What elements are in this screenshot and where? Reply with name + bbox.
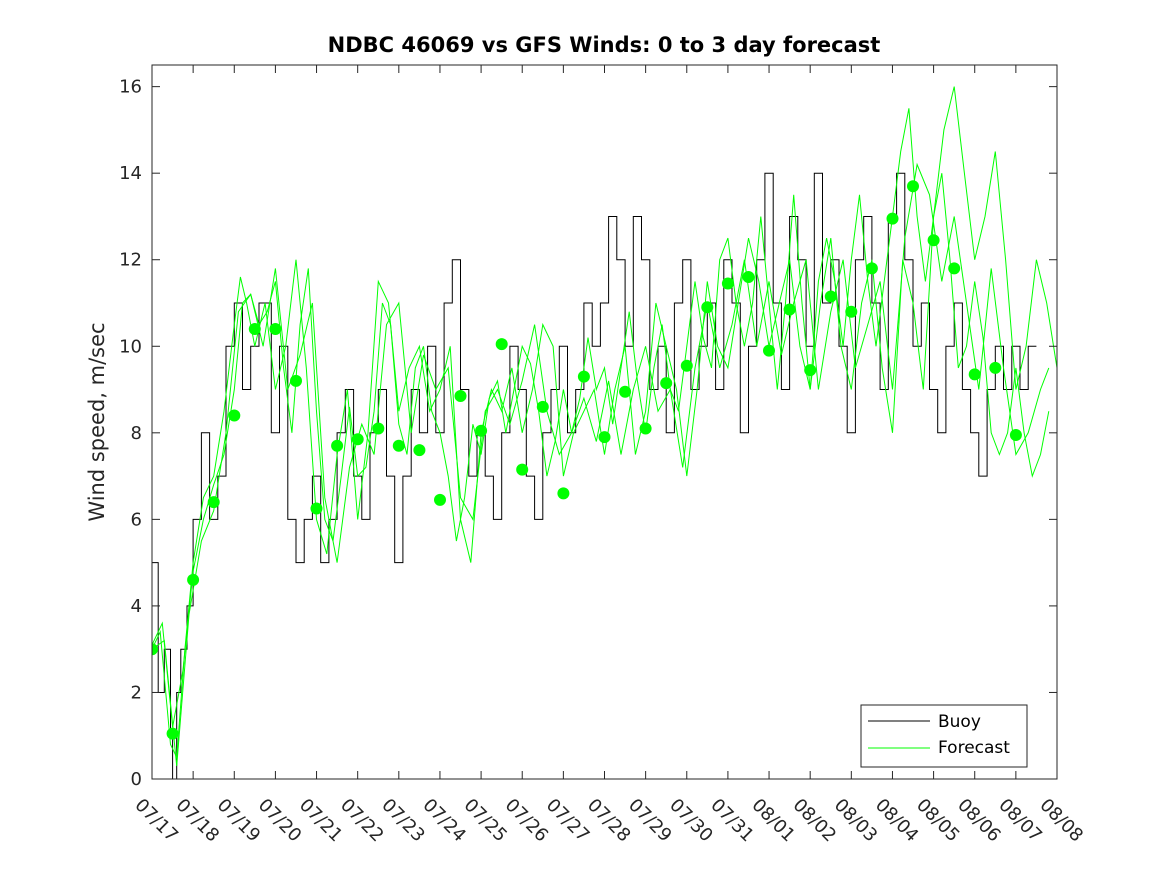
- forecast-marker-point: [804, 364, 817, 377]
- forecast-marker-point: [413, 444, 426, 457]
- legend: Buoy Forecast: [860, 704, 1028, 768]
- forecast-marker-point: [454, 390, 467, 402]
- forecast-marker-point: [660, 377, 673, 390]
- forecast-marker-point: [557, 487, 570, 500]
- forecast-marker-point: [1009, 429, 1022, 441]
- chart-title: NDBC 46069 vs GFS Winds: 0 to 3 day fore…: [328, 33, 881, 57]
- forecast-marker-point: [886, 212, 899, 225]
- y-tick-label: 8: [131, 423, 142, 444]
- forecast-marker-point: [187, 573, 200, 586]
- y-tick-label: 14: [119, 163, 142, 184]
- x-tick-label: 07/27: [542, 795, 594, 847]
- x-tick-label: 08/03: [830, 795, 882, 847]
- forecast-marker-point: [331, 439, 344, 452]
- forecast-marker-point: [310, 502, 323, 515]
- x-tick-label: 07/22: [336, 795, 388, 847]
- forecast-marker-point: [475, 424, 488, 437]
- x-tick-label: 07/18: [172, 795, 224, 847]
- y-tick-label: 0: [131, 769, 142, 790]
- x-tick-label: 08/07: [994, 795, 1046, 847]
- forecast-marker-point: [619, 385, 632, 398]
- x-tick-label: 08/04: [871, 795, 923, 847]
- forecast-series-line-2: [152, 108, 1050, 728]
- x-tick-label: 08/06: [953, 795, 1005, 847]
- forecast-marker-point: [742, 271, 755, 283]
- forecast-marker-point: [907, 180, 919, 193]
- x-tick-label: 07/25: [460, 795, 512, 847]
- forecast-marker-point: [166, 727, 179, 740]
- forecast-marker-point: [783, 303, 796, 316]
- forecast-marker-point: [495, 338, 508, 351]
- forecast-marker-point: [228, 409, 241, 422]
- forecast-marker-point: [598, 431, 611, 444]
- x-tick-label: 07/23: [377, 795, 429, 847]
- x-tick-label: 07/30: [665, 795, 717, 847]
- forecast-marker-point: [927, 234, 940, 247]
- x-tick-label: 08/01: [748, 795, 800, 847]
- x-tick-label: 07/21: [295, 795, 347, 847]
- x-tick-label: 07/28: [583, 795, 635, 847]
- forecast-marker-point: [577, 370, 590, 383]
- plot-area: [152, 86, 1057, 779]
- forecast-marker-point: [372, 422, 385, 435]
- forecast-marker-point: [639, 422, 652, 435]
- legend-box: [860, 704, 1028, 768]
- forecast-marker-point: [152, 643, 158, 656]
- forecast-series-line-3: [152, 162, 1050, 767]
- y-tick-label: 12: [119, 250, 142, 271]
- forecast-marker-point: [207, 496, 220, 509]
- x-tick-label: 08/05: [912, 795, 964, 847]
- y-tick-label: 6: [131, 509, 142, 530]
- x-tick-label: 08/02: [789, 795, 841, 847]
- x-tick-label: 07/29: [624, 795, 676, 847]
- forecast-marker-point: [948, 262, 961, 275]
- y-tick-label: 4: [131, 596, 142, 617]
- x-tick-label: 07/24: [418, 795, 470, 847]
- y-tick-label: 16: [119, 77, 142, 98]
- x-tick-label: 07/26: [501, 795, 553, 847]
- forecast-marker-point: [290, 374, 302, 387]
- forecast-marker-point: [248, 323, 261, 335]
- forecast-marker-point: [763, 344, 775, 357]
- forecast-marker-point: [536, 400, 549, 413]
- forecast-marker-point: [824, 290, 837, 303]
- legend-buoy-label: Buoy: [938, 712, 981, 732]
- y-axis-label: Wind speed, m/sec: [85, 322, 109, 521]
- forecast-marker-point: [434, 493, 446, 506]
- x-tick-label: 07/17: [130, 795, 182, 847]
- y-tick-label: 2: [131, 682, 142, 703]
- x-tick-label: 08/08: [1035, 795, 1087, 847]
- legend-forecast-label: Forecast: [938, 738, 1010, 758]
- y-tick-label: 10: [119, 336, 142, 357]
- x-tick-label: 07/19: [213, 795, 265, 847]
- forecast-marker-point: [680, 359, 693, 372]
- forecast-marker-point: [701, 301, 714, 314]
- forecast-marker-point: [516, 463, 529, 476]
- forecast-marker-point: [989, 361, 1002, 374]
- x-tick-label: 07/31: [706, 795, 758, 847]
- forecast-marker-point: [351, 433, 364, 446]
- forecast-marker-point: [269, 323, 282, 335]
- forecast-marker-point: [721, 277, 734, 290]
- forecast-marker-point: [865, 262, 878, 275]
- forecast-marker-point: [392, 439, 405, 452]
- forecast-marker-point: [845, 305, 858, 318]
- forecast-marker-point: [968, 368, 981, 381]
- x-tick-label: 07/20: [254, 795, 306, 847]
